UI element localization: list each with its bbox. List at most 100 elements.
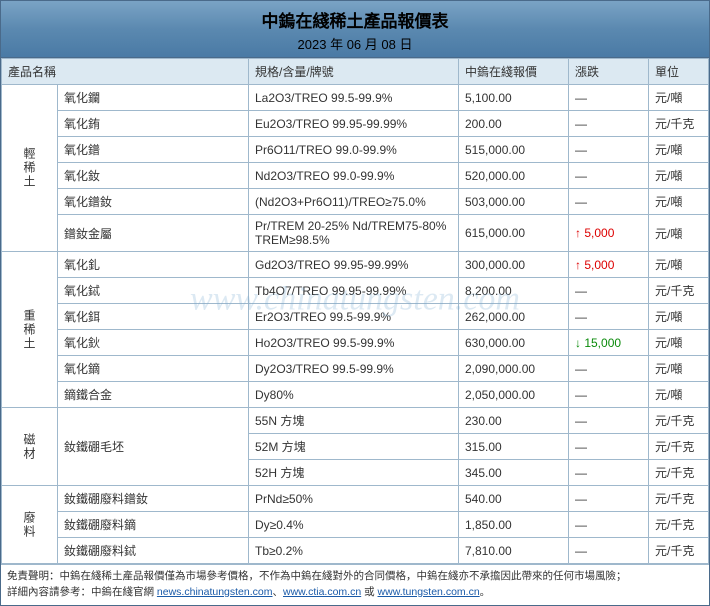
col-spec: 規格/含量/牌號 (249, 59, 459, 85)
price-unit: 元/千克 (649, 486, 709, 512)
price-change: ↑ 5,000 (569, 215, 649, 252)
table-row: 氧化鐠Pr6O11/TREO 99.0-99.9%515,000.00—元/噸 (2, 137, 709, 163)
product-name: 氧化鈥 (58, 330, 249, 356)
product-spec: Pr6O11/TREO 99.0-99.9% (249, 137, 459, 163)
product-spec: Gd2O3/TREO 99.95-99.99% (249, 252, 459, 278)
footer-link-ctia[interactable]: www.ctia.com.cn (283, 586, 361, 598)
product-price: 2,090,000.00 (459, 356, 569, 382)
product-price: 315.00 (459, 434, 569, 460)
product-name: 氧化鋱 (58, 278, 249, 304)
product-spec: 52H 方塊 (249, 460, 459, 486)
product-name: 氧化鏑 (58, 356, 249, 382)
product-name: 釹鐵硼廢料鋱 (58, 538, 249, 564)
product-price: 1,850.00 (459, 512, 569, 538)
product-spec: 55N 方塊 (249, 408, 459, 434)
product-name: 鏑鐵合金 (58, 382, 249, 408)
product-price: 630,000.00 (459, 330, 569, 356)
product-name: 氧化鑭 (58, 85, 249, 111)
table-header-row: 產品名稱 規格/含量/牌號 中鎢在綫報價 漲跌 單位 (2, 59, 709, 85)
disclaimer-line1: 免責聲明：中鎢在綫稀土產品報價僅為市場參考價格，不作為中鎢在綫對外的合同價格，中… (7, 570, 627, 582)
page-title: 中鎢在綫稀土產品報價表 (1, 7, 709, 32)
category-label: 磁材 (2, 408, 58, 486)
price-unit: 元/噸 (649, 163, 709, 189)
product-spec: 52M 方塊 (249, 434, 459, 460)
category-label: 輕稀土 (2, 85, 58, 252)
footer-link-tungsten[interactable]: www.tungsten.com.cn (378, 586, 480, 598)
product-spec: Nd2O3/TREO 99.0-99.9% (249, 163, 459, 189)
price-unit: 元/千克 (649, 278, 709, 304)
price-unit: 元/千克 (649, 434, 709, 460)
product-price: 515,000.00 (459, 137, 569, 163)
product-name: 鐠釹金屬 (58, 215, 249, 252)
product-name: 氧化釹 (58, 163, 249, 189)
product-spec: Ho2O3/TREO 99.5-99.9% (249, 330, 459, 356)
col-unit: 單位 (649, 59, 709, 85)
table-row: 氧化鋱Tb4O7/TREO 99.95-99.99%8,200.00—元/千克 (2, 278, 709, 304)
product-spec: Dy80% (249, 382, 459, 408)
product-spec: Eu2O3/TREO 99.95-99.99% (249, 111, 459, 137)
product-price: 7,810.00 (459, 538, 569, 564)
price-change: — (569, 486, 649, 512)
table-row: 釹鐵硼廢料鋱Tb≥0.2%7,810.00—元/千克 (2, 538, 709, 564)
table-row: 氧化釹Nd2O3/TREO 99.0-99.9%520,000.00—元/噸 (2, 163, 709, 189)
table-row: 鏑鐵合金Dy80%2,050,000.00—元/噸 (2, 382, 709, 408)
product-spec: Dy2O3/TREO 99.5-99.9% (249, 356, 459, 382)
product-name: 釹鐵硼毛坯 (58, 408, 249, 486)
table-row: 氧化鐠釹(Nd2O3+Pr6O11)/TREO≥75.0%503,000.00—… (2, 189, 709, 215)
product-price: 345.00 (459, 460, 569, 486)
table-row: 氧化鉺Er2O3/TREO 99.5-99.9%262,000.00—元/噸 (2, 304, 709, 330)
price-change: ↓ 15,000 (569, 330, 649, 356)
product-name: 氧化釓 (58, 252, 249, 278)
price-table: 產品名稱 規格/含量/牌號 中鎢在綫報價 漲跌 單位 輕稀土氧化鑭La2O3/T… (1, 58, 709, 564)
product-price: 300,000.00 (459, 252, 569, 278)
product-spec: Tb≥0.2% (249, 538, 459, 564)
category-label: 重稀土 (2, 252, 58, 408)
table-header: 中鎢在綫稀土產品報價表 2023 年 06 月 08 日 (1, 1, 709, 58)
price-change: — (569, 434, 649, 460)
price-change: — (569, 356, 649, 382)
price-unit: 元/噸 (649, 252, 709, 278)
price-change: — (569, 460, 649, 486)
price-change: — (569, 304, 649, 330)
category-label: 廢料 (2, 486, 58, 564)
price-change: — (569, 408, 649, 434)
product-price: 8,200.00 (459, 278, 569, 304)
table-row: 氧化鈥Ho2O3/TREO 99.5-99.9%630,000.00↓ 15,0… (2, 330, 709, 356)
price-unit: 元/噸 (649, 356, 709, 382)
product-name: 氧化鉺 (58, 304, 249, 330)
col-change: 漲跌 (569, 59, 649, 85)
price-change: — (569, 163, 649, 189)
table-row: 廢料釹鐵硼廢料鐠釹PrNd≥50%540.00—元/千克 (2, 486, 709, 512)
price-change: — (569, 538, 649, 564)
table-row: 鐠釹金屬Pr/TREM 20-25% Nd/TREM75-80% TREM≥98… (2, 215, 709, 252)
product-spec: (Nd2O3+Pr6O11)/TREO≥75.0% (249, 189, 459, 215)
price-unit: 元/千克 (649, 538, 709, 564)
price-table-container: 中鎢在綫稀土產品報價表 2023 年 06 月 08 日 www.chinatu… (0, 0, 710, 606)
product-price: 5,100.00 (459, 85, 569, 111)
table-row: 氧化鏑Dy2O3/TREO 99.5-99.9%2,090,000.00—元/噸 (2, 356, 709, 382)
product-spec: PrNd≥50% (249, 486, 459, 512)
price-change: — (569, 382, 649, 408)
price-unit: 元/千克 (649, 512, 709, 538)
product-price: 540.00 (459, 486, 569, 512)
product-price: 520,000.00 (459, 163, 569, 189)
price-change: — (569, 189, 649, 215)
product-spec: Pr/TREM 20-25% Nd/TREM75-80% TREM≥98.5% (249, 215, 459, 252)
price-unit: 元/噸 (649, 382, 709, 408)
product-name: 氧化銪 (58, 111, 249, 137)
report-date: 2023 年 06 月 08 日 (1, 34, 709, 53)
price-unit: 元/千克 (649, 460, 709, 486)
product-price: 2,050,000.00 (459, 382, 569, 408)
footer-link-news[interactable]: news.chinatungsten.com (157, 586, 273, 598)
price-change: ↑ 5,000 (569, 252, 649, 278)
table-wrap: www.chinatungsten.com 產品名稱 規格/含量/牌號 中鎢在綫… (1, 58, 709, 564)
product-price: 503,000.00 (459, 189, 569, 215)
product-name: 釹鐵硼廢料鐠釹 (58, 486, 249, 512)
price-unit: 元/噸 (649, 304, 709, 330)
disclaimer-footer: 免責聲明：中鎢在綫稀土產品報價僅為市場參考價格，不作為中鎢在綫對外的合同價格，中… (1, 564, 709, 605)
price-unit: 元/千克 (649, 408, 709, 434)
table-row: 釹鐵硼廢料鏑Dy≥0.4%1,850.00—元/千克 (2, 512, 709, 538)
table-row: 輕稀土氧化鑭La2O3/TREO 99.5-99.9%5,100.00—元/噸 (2, 85, 709, 111)
disclaimer-line2: 詳細內容請參考：中鎢在綫官網 (7, 586, 157, 598)
price-unit: 元/噸 (649, 137, 709, 163)
